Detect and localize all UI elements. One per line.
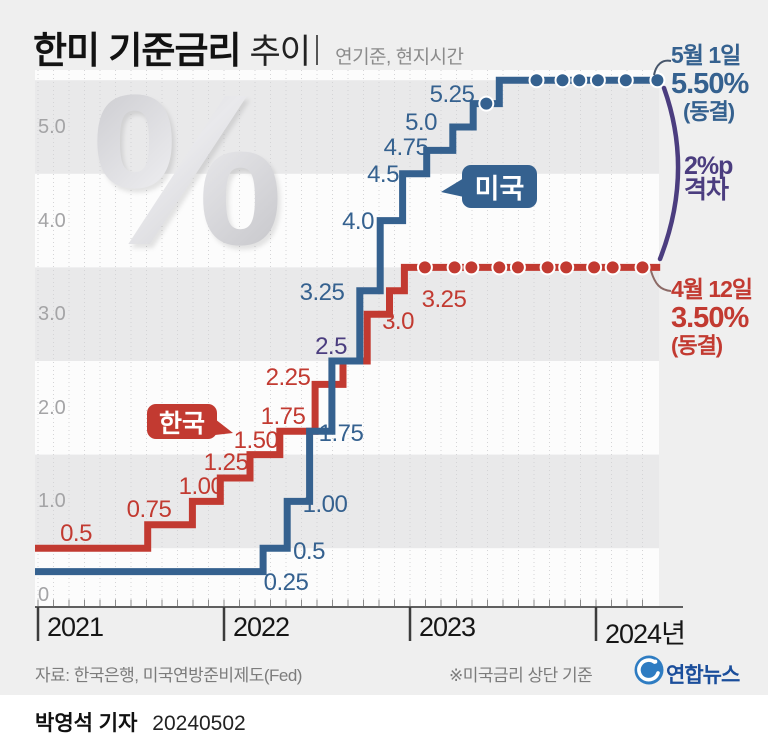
korea-bubble-tail [215,419,233,435]
kr-hold-dot [558,259,575,276]
us-hold-dot [554,72,571,89]
us-step-label: 5.0 [405,109,437,136]
kr-hold-dot [634,259,651,276]
title-divider [316,35,319,65]
kr-annotation-connector [650,270,672,292]
y-axis-label: 3.0 [38,303,66,326]
us-step-label: 0.5 [293,538,325,565]
us-annotation-rate: 5.50% [671,68,749,100]
background-band [35,267,659,361]
background-band [35,454,659,549]
header: 한미 기준금리 추이 연기준, 현지시간 [33,20,464,74]
us-end-annotation: 5월 1일 5.50% (동결) [671,42,749,125]
page-title: 한미 기준금리 [33,30,242,71]
kr-step-label: 1.75 [260,403,306,430]
publish-date: 20240502 [152,712,246,735]
kr-step-label: 3.25 [421,286,467,313]
kr-series-line [35,263,661,552]
percent-watermark: % [92,49,284,290]
x-axis-year-label: 2023 [419,612,476,642]
us-step-label: 4.5 [367,161,399,188]
us-hold-dot [571,72,588,89]
gap-annotation-line1: 2%p [684,152,733,180]
us-bubble-tail [441,178,464,197]
korea-end-annotation: 4월 12일 3.50% (동결) [671,276,753,359]
us-hold-dot [478,95,495,112]
kr-step-label: 0.5 [60,520,92,547]
gap-brace [657,85,681,262]
kr-step-label: 1.00 [178,473,224,500]
us-step-label: 1.00 [302,491,348,518]
korea-annotation-rate: 3.50% [671,302,749,334]
us-step-label: 0.25 [263,569,309,596]
kr-hold-dot [446,259,463,276]
yonhap-logo-icon [634,655,664,685]
kr-hold-dot [509,259,526,276]
y-axis-label: 5.0 [38,116,66,138]
y-axis-label: 1.0 [38,490,66,513]
footnote-text: ※미국금리 상단 기준 [449,666,593,685]
us-annotation-connector [653,59,672,76]
us-hold-dot [649,72,666,89]
us-hold-dot [528,72,545,89]
kr-hold-dot [604,259,621,276]
us-step-label: 4.0 [342,208,374,235]
gap-annotation-line2: 격차 [684,176,729,204]
x-axis-year-label: 2021 [47,612,104,642]
yonhap-logo-text: 연합뉴스 [666,664,740,687]
us-series-bubble: 미국 [462,165,537,208]
us-hold-dot [589,72,606,89]
korea-series-bubble: 한국 [147,404,217,439]
us-step-label: 5.25 [429,81,475,108]
kr-hold-dot [463,259,480,276]
us-hold-dot [617,72,634,89]
kr-hold-dot [491,259,508,276]
us-annotation-date: 5월 1일 [671,42,741,68]
kr-step-label: 1.50 [233,427,279,454]
y-axis-label: 2.0 [38,396,66,419]
x-axis-year-label: 2024년 [605,619,686,649]
us-series-line [35,76,661,576]
korea-annotation-date: 4월 12일 [671,276,753,302]
kr-step-label: 1.25 [203,449,249,476]
kr-step-label: 3.0 [382,308,414,335]
page-subtitle: 연기준, 현지시간 [335,47,464,68]
kr-step-label: 0.75 [126,496,172,523]
byline: 박영석 기자 20240502 [35,707,246,737]
kr-hold-dot [539,259,556,276]
data-source-text: 자료: 한국은행, 미국연방준비제도(Fed) [35,666,302,685]
gap-annotation: 2%p 격차 [684,152,733,204]
us-step-label: 3.25 [299,279,345,306]
kr-step-label: 2.25 [265,364,311,391]
korea-annotation-status: (동결) [671,333,723,358]
page-title-suffix: 추이 [249,33,312,71]
byline-strip: 박영석 기자 20240502 [0,695,768,743]
x-axis-year-label: 2022 [233,612,290,642]
y-axis-label: 4.0 [38,209,66,232]
background-band [35,80,659,174]
us-step-label: 4.75 [383,134,429,161]
y-axis-label: 0 [38,584,50,606]
kr-hold-dot [416,259,433,276]
reporter-name: 박영석 기자 [35,712,138,735]
both-step-label: 2.5 [315,333,347,360]
kr-hold-dot [586,259,603,276]
us-step-label: 1.75 [318,420,364,447]
us-annotation-status: (동결) [683,99,735,124]
